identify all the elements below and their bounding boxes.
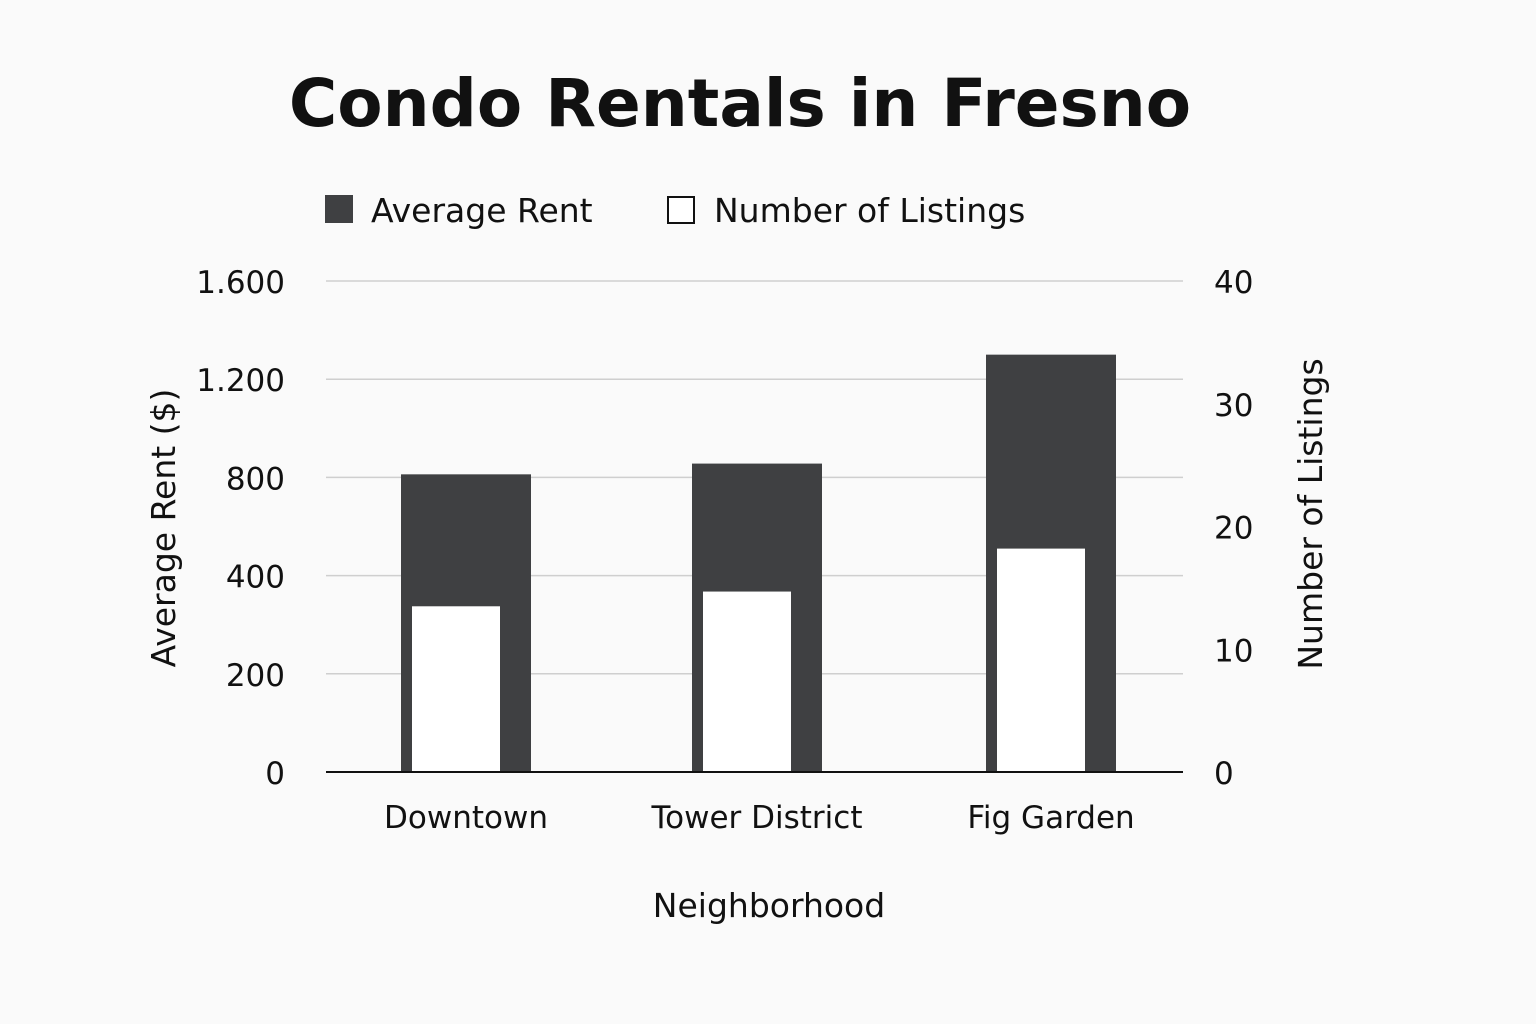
y-right-tick-label: 30 [1214, 388, 1253, 424]
category-labels: Downtown Tower District Fig Garden [384, 800, 1135, 836]
y-left-tick-label: 0 [265, 756, 285, 792]
bar-number-of-listings [412, 606, 500, 772]
bars [401, 354, 1116, 772]
y-left-tick-label: 800 [226, 461, 285, 497]
y-left-tick-label: 200 [226, 658, 285, 694]
y-right-tick-label: 10 [1214, 633, 1253, 669]
left-axis-ticks: 0 200 400 800 1.200 1.600 [196, 265, 285, 792]
legend-swatch-number-of-listings [667, 196, 695, 224]
category-label: Tower District [650, 800, 862, 836]
y-left-tick-label: 1.600 [196, 265, 285, 301]
y-left-tick-label: 400 [226, 560, 285, 596]
y-right-tick-label: 40 [1214, 265, 1253, 301]
bar-number-of-listings [703, 591, 791, 772]
legend-label-number-of-listings: Number of Listings [714, 191, 1025, 230]
y-right-tick-label: 20 [1214, 511, 1253, 547]
right-axis-ticks: 0 10 20 30 40 [1214, 265, 1253, 792]
chart-title: Condo Rentals in Fresno [289, 65, 1191, 142]
x-axis-label: Neighborhood [653, 886, 885, 925]
y-left-tick-label: 1.200 [196, 363, 285, 399]
y-right-tick-label: 0 [1214, 756, 1234, 792]
y-axis-right-label: Number of Listings [1291, 358, 1330, 669]
category-label: Downtown [384, 800, 548, 836]
legend: Average Rent Number of Listings [325, 191, 1025, 230]
bar-number-of-listings [997, 548, 1085, 772]
category-label: Fig Garden [967, 800, 1134, 836]
legend-label-average-rent: Average Rent [371, 191, 593, 230]
legend-swatch-average-rent [325, 195, 353, 223]
y-axis-left-label: Average Rent ($) [144, 389, 183, 668]
